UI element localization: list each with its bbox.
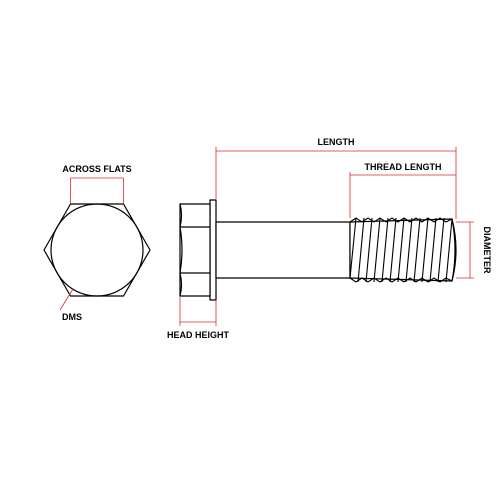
- bolt-diagram: ACROSS FLATS DMS: [0, 0, 500, 500]
- label-across-flats: ACROSS FLATS: [62, 164, 131, 174]
- label-thread-length: THREAD LENGTH: [365, 162, 442, 172]
- dim-head-height: HEAD HEIGHT: [167, 296, 230, 340]
- bolt-side-view: [180, 200, 456, 300]
- dim-thread-length: THREAD LENGTH: [350, 162, 456, 218]
- hex-front-view: [44, 204, 150, 296]
- bolt-shank: [216, 222, 350, 278]
- dim-across-flats: ACROSS FLATS: [62, 164, 131, 204]
- label-length: LENGTH: [318, 137, 355, 147]
- bolt-collar: [210, 200, 216, 300]
- dim-diameter: DIAMETER: [456, 222, 492, 278]
- bolt-head: [180, 204, 210, 296]
- label-diameter: DIAMETER: [482, 227, 492, 275]
- label-dms: DMS: [62, 312, 82, 322]
- label-head-height: HEAD HEIGHT: [167, 330, 230, 340]
- hex-outline: [44, 204, 150, 296]
- dim-length: LENGTH: [216, 137, 456, 219]
